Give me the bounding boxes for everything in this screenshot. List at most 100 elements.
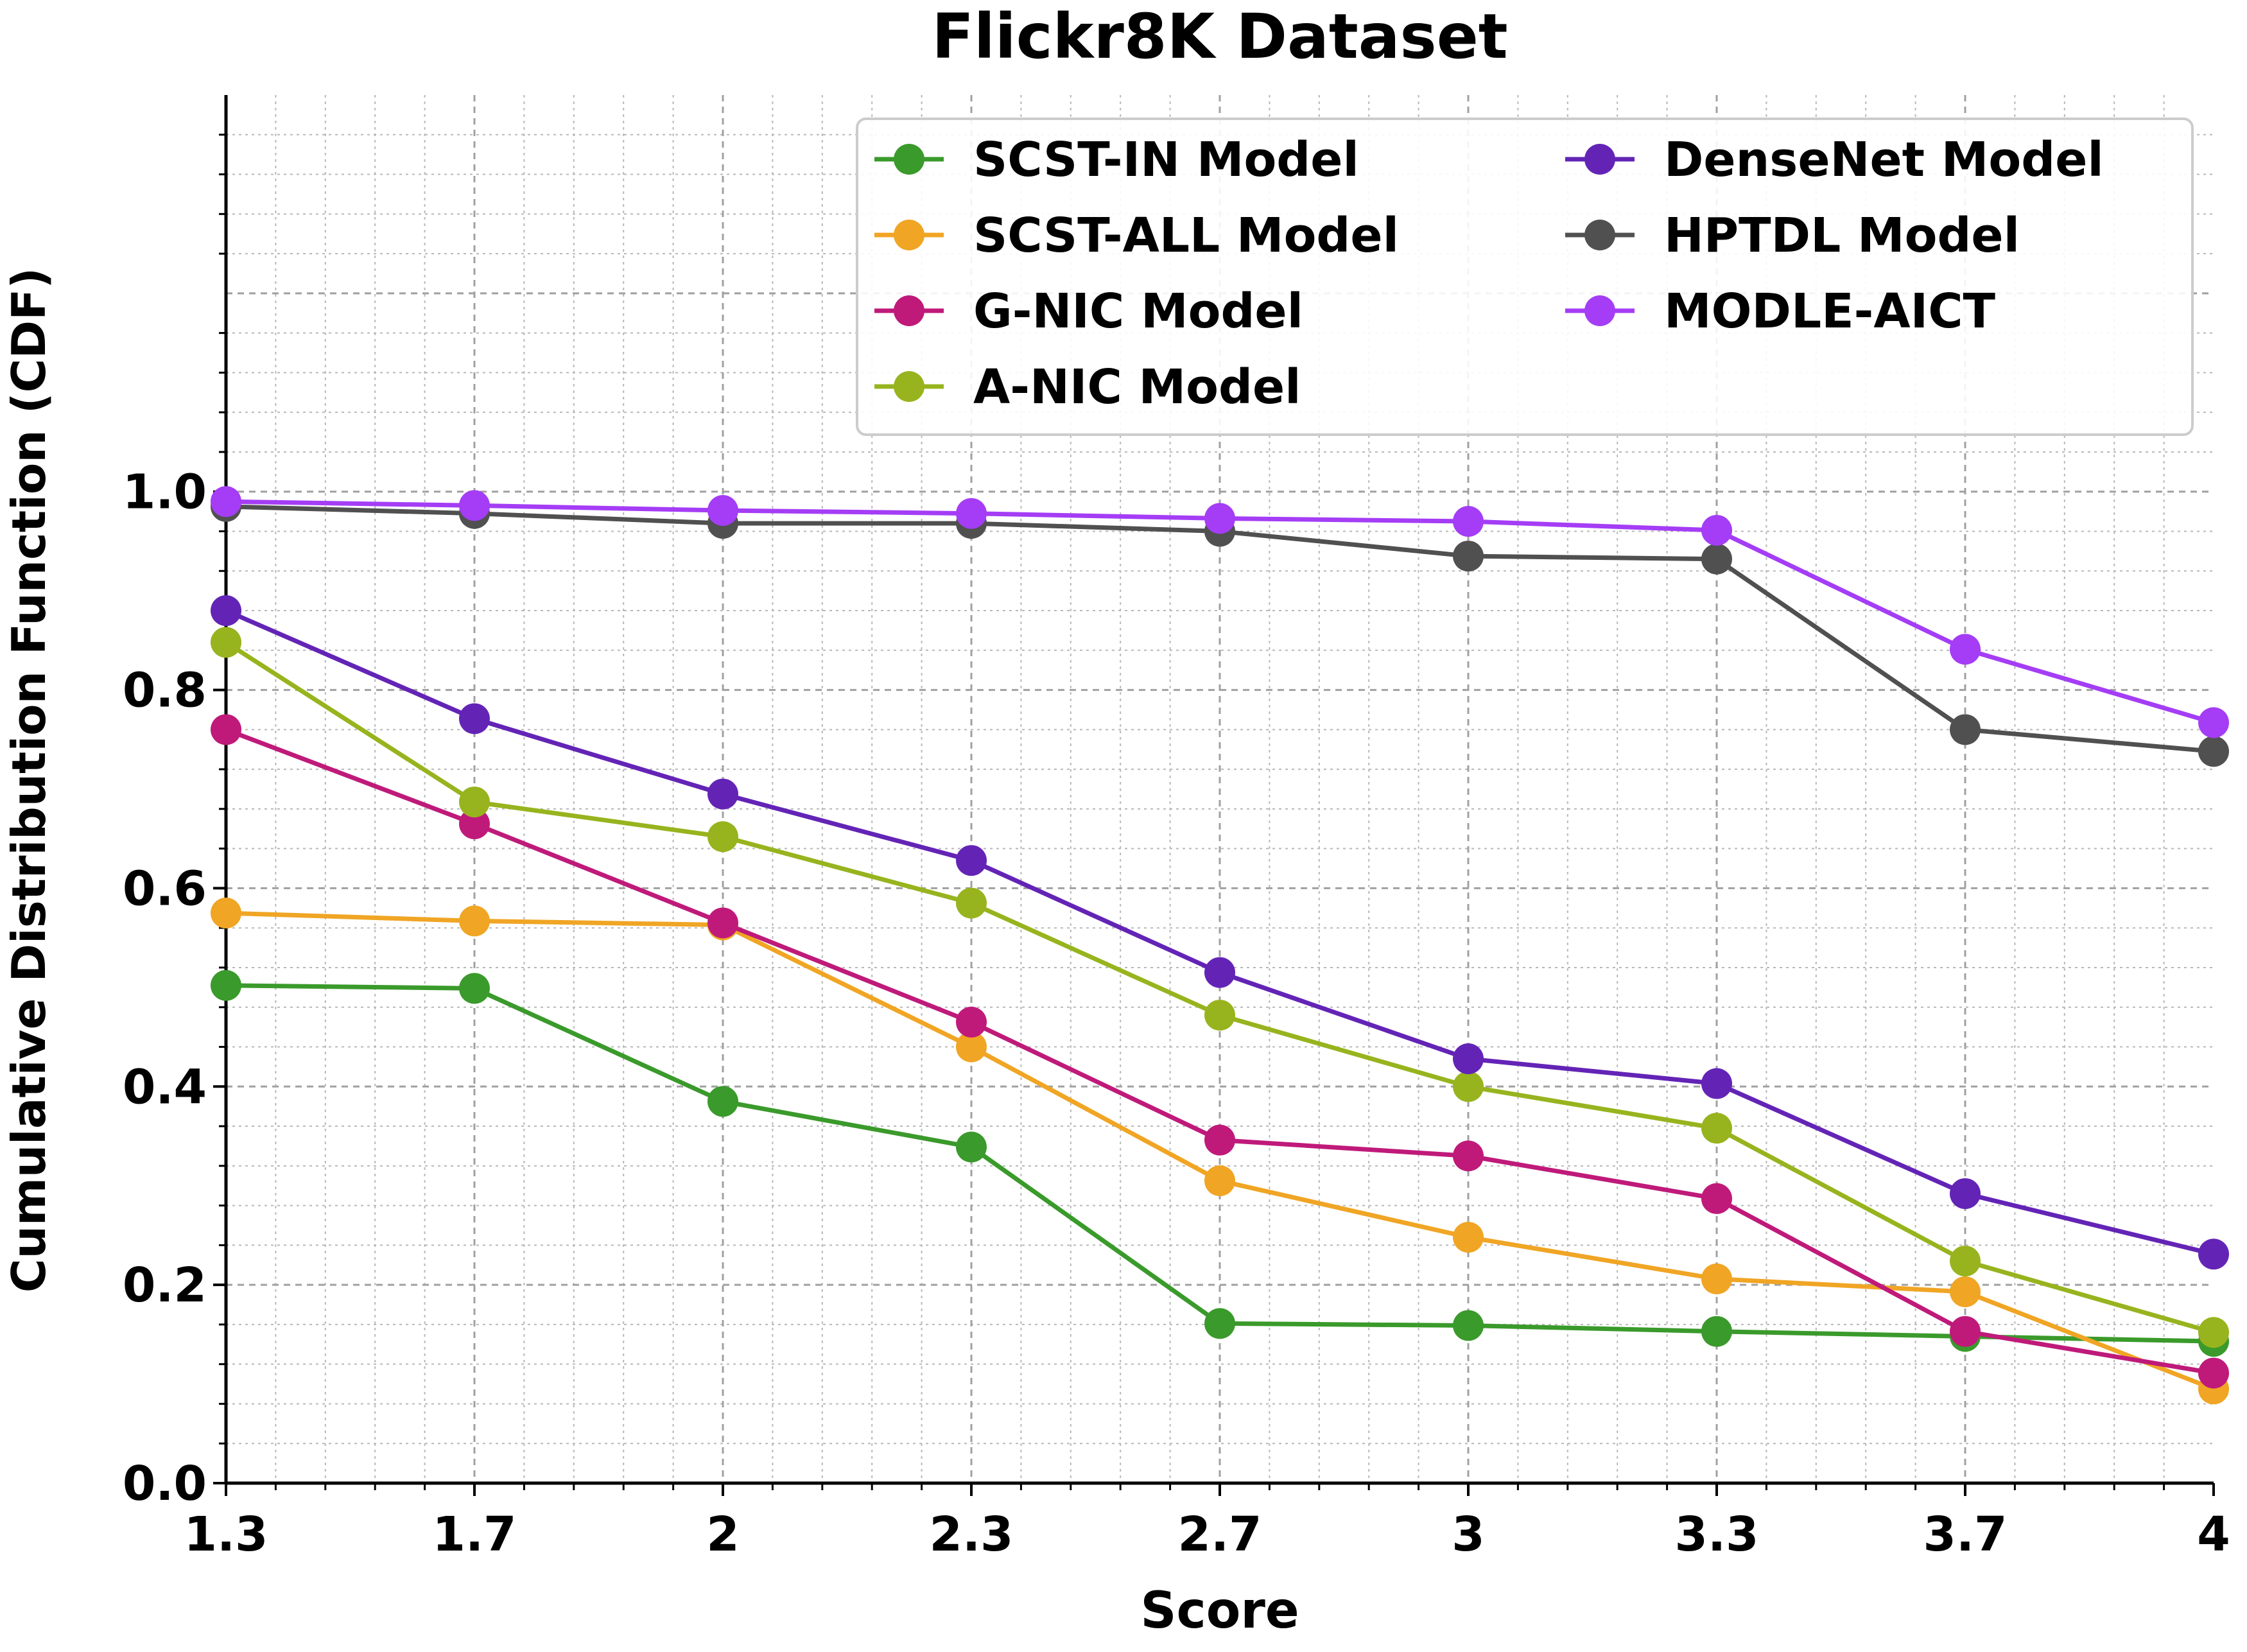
data-point bbox=[956, 1131, 987, 1163]
y-axis-label: Cumulative Distribution Function (CDF) bbox=[2, 268, 56, 1292]
axes: 1.3 1.7 2 2.3 2.7 3 3.3 3.7 4 0.0 0.2 0.4 0.6 0.8 1.0 bbox=[123, 95, 2230, 1562]
data-point bbox=[1204, 957, 1235, 988]
data-point bbox=[1950, 1316, 1981, 1347]
data-point bbox=[1204, 1000, 1235, 1031]
data-point bbox=[956, 845, 987, 876]
data-point bbox=[459, 973, 490, 1004]
data-point bbox=[707, 495, 738, 526]
legend-label: G-NIC Model bbox=[973, 284, 1303, 339]
y-tick-label: 1.0 bbox=[123, 465, 207, 520]
x-tick-label: 3 bbox=[1452, 1507, 1485, 1562]
data-point bbox=[1950, 1178, 1981, 1210]
data-point bbox=[1453, 506, 1484, 537]
legend-marker bbox=[1584, 220, 1615, 250]
x-tick-label: 1.3 bbox=[184, 1507, 268, 1562]
data-point bbox=[1701, 1316, 1732, 1347]
data-point bbox=[1701, 1263, 1732, 1294]
data-point bbox=[2198, 1317, 2229, 1348]
legend-marker bbox=[1584, 295, 1615, 326]
data-point bbox=[459, 490, 490, 521]
legend-marker bbox=[894, 295, 924, 326]
data-point bbox=[956, 498, 987, 529]
data-point bbox=[1204, 1165, 1235, 1196]
data-point bbox=[1701, 514, 1732, 546]
data-point bbox=[211, 714, 241, 745]
data-point bbox=[956, 1006, 987, 1038]
y-tick-label: 0.2 bbox=[123, 1258, 207, 1313]
data-point bbox=[1453, 1043, 1484, 1075]
data-point bbox=[1950, 714, 1981, 745]
data-point bbox=[707, 778, 738, 810]
data-point bbox=[1950, 634, 1981, 665]
x-tick-label: 4 bbox=[2197, 1507, 2230, 1562]
data-point bbox=[956, 887, 987, 919]
x-tick-label: 2.3 bbox=[929, 1507, 1013, 1562]
series-densenet-model bbox=[211, 595, 2229, 1270]
data-point bbox=[1453, 541, 1484, 572]
data-point bbox=[2198, 1357, 2229, 1389]
legend-label: HPTDL Model bbox=[1664, 208, 2020, 263]
chart-title: Flickr8K Dataset bbox=[932, 1, 1507, 73]
data-point bbox=[1701, 1113, 1732, 1144]
legend-box bbox=[856, 117, 2194, 436]
y-tick-label: 0.0 bbox=[123, 1456, 207, 1511]
data-point bbox=[211, 969, 241, 1001]
x-tick-label: 2.7 bbox=[1177, 1507, 1262, 1562]
y-tick-label: 0.8 bbox=[123, 663, 207, 718]
y-tick-label: 0.6 bbox=[123, 861, 207, 916]
series-layer bbox=[211, 486, 2229, 1405]
data-point bbox=[1453, 1140, 1484, 1172]
data-point bbox=[459, 905, 490, 937]
legend-marker bbox=[894, 371, 924, 402]
x-tick-label: 2 bbox=[706, 1507, 740, 1562]
legend-marker bbox=[894, 144, 924, 175]
data-point bbox=[211, 486, 241, 517]
legend-label: A-NIC Model bbox=[973, 360, 1301, 415]
legend-item: SCST-ALL Model bbox=[874, 208, 1399, 263]
legend-label: MODLE-AICT bbox=[1664, 284, 1995, 339]
legend-item: HPTDL Model bbox=[1565, 208, 2020, 263]
legend-item: SCST-IN Model bbox=[874, 132, 1359, 187]
x-tick-label: 1.7 bbox=[432, 1507, 516, 1562]
series-g-nic-model bbox=[211, 714, 2229, 1389]
series-modle-aict bbox=[211, 486, 2229, 738]
data-point bbox=[459, 703, 490, 735]
data-point bbox=[2198, 736, 2229, 767]
data-point bbox=[2198, 1239, 2229, 1270]
legend-item: DenseNet Model bbox=[1565, 132, 2104, 187]
legend-label: SCST-IN Model bbox=[973, 132, 1359, 187]
x-tick-label: 3.3 bbox=[1674, 1507, 1758, 1562]
data-point bbox=[707, 907, 738, 939]
legend-item: G-NIC Model bbox=[874, 284, 1303, 339]
data-point bbox=[1950, 1276, 1981, 1307]
data-point bbox=[1701, 1068, 1732, 1099]
data-point bbox=[1701, 1183, 1732, 1214]
data-point bbox=[1453, 1222, 1484, 1253]
data-point bbox=[707, 1086, 738, 1117]
data-point bbox=[1453, 1310, 1484, 1341]
legend-label: SCST-ALL Model bbox=[973, 208, 1399, 263]
data-point bbox=[2198, 707, 2229, 738]
legend-label: DenseNet Model bbox=[1664, 132, 2104, 187]
data-point bbox=[459, 808, 490, 840]
x-tick-label: 3.7 bbox=[1923, 1507, 2007, 1562]
data-point bbox=[956, 1031, 987, 1063]
data-point bbox=[211, 627, 241, 658]
x-axis-label: Score bbox=[1140, 1582, 1299, 1640]
data-point bbox=[459, 787, 490, 818]
legend-marker bbox=[1584, 144, 1615, 175]
data-point bbox=[1204, 1308, 1235, 1339]
data-point bbox=[211, 595, 241, 627]
legend-item: A-NIC Model bbox=[874, 360, 1301, 415]
data-point bbox=[1204, 1124, 1235, 1156]
legend: SCST-IN Model SCST-ALL Model G-NIC Model A-… bbox=[856, 117, 2194, 436]
legend-item: MODLE-AICT bbox=[1565, 284, 1995, 339]
data-point bbox=[707, 821, 738, 853]
y-tick-label: 0.4 bbox=[123, 1059, 207, 1115]
data-point bbox=[1204, 503, 1235, 534]
legend-marker bbox=[894, 220, 924, 250]
data-point bbox=[211, 898, 241, 929]
data-point bbox=[1453, 1071, 1484, 1102]
